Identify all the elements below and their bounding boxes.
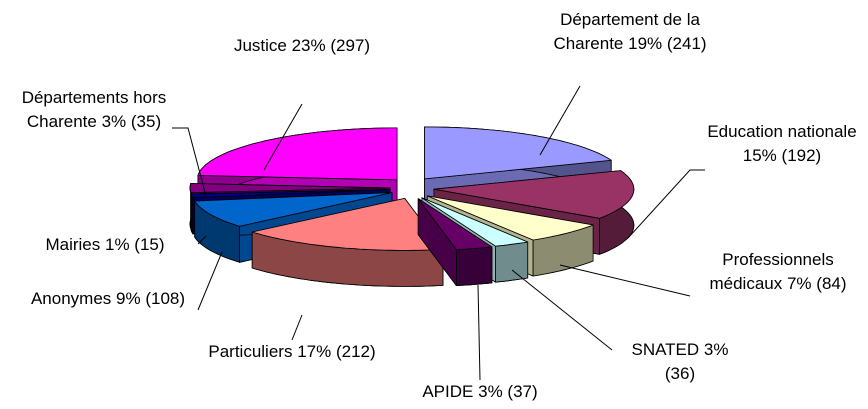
slice-top: [197, 127, 398, 181]
slice-side: [495, 241, 529, 283]
value-label: (37): [507, 382, 538, 401]
percent-label: 15%: [742, 146, 777, 165]
slice-side: [190, 193, 194, 235]
category-name: SNATED: [631, 340, 700, 359]
percent-label: 3%: [101, 112, 127, 131]
percent-label: 3%: [478, 382, 503, 401]
value-label: (15): [134, 235, 165, 254]
value-label: (108): [145, 289, 186, 308]
category-name: Education nationale: [707, 122, 857, 141]
slice-top: [421, 197, 529, 247]
slice-top: [417, 198, 493, 250]
slice-top: [190, 189, 391, 199]
slice-label: Anonymes 9% (108): [18, 287, 198, 311]
leader-line: [197, 251, 223, 311]
percent-label: 19%: [628, 34, 663, 53]
leader-line: [263, 103, 303, 171]
leader-line: [291, 314, 303, 341]
leader-line: [477, 284, 481, 381]
percent-label: 17%: [297, 342, 332, 361]
slice-side: [456, 246, 493, 286]
percent-label: 1%: [104, 235, 130, 254]
slice: [417, 198, 493, 286]
slice-label: Particuliers 17% (212): [192, 340, 392, 364]
percent-label: 7%: [786, 274, 812, 293]
percent-label: 9%: [116, 289, 141, 308]
slice-top: [251, 198, 444, 251]
percent-label: 3%: [703, 340, 729, 359]
leader-line: [627, 169, 705, 239]
slice-label: Professionnels médicaux 7% (84): [691, 248, 866, 296]
leader-line: [172, 127, 207, 197]
slice: [251, 198, 444, 287]
slice-top: [189, 183, 391, 193]
slice-top: [426, 195, 594, 241]
slice-label: Mairies 1% (15): [0, 233, 210, 257]
percent-label: 23%: [291, 36, 326, 55]
leader-line: [539, 85, 581, 156]
slice-top: [424, 126, 612, 180]
slice-label: APIDE 3% (37): [370, 380, 590, 404]
category-name: Département de la Charente: [553, 10, 700, 53]
leader-line: [197, 235, 207, 245]
slice-label: Education nationale 15% (192): [707, 120, 857, 168]
value-label: (192): [781, 146, 822, 165]
slice-label: Départements hors Charente 3% (35): [2, 86, 187, 134]
value-label: (212): [335, 342, 376, 361]
value-label: (35): [130, 112, 162, 131]
slice-label: SNATED 3% (36): [615, 338, 745, 386]
slice-label: Département de la Charente 19% (241): [543, 8, 718, 56]
slice-top: [194, 192, 393, 227]
category-name: APIDE: [422, 382, 474, 401]
slice-label: Justice 23% (297): [227, 34, 377, 58]
category-name: Départements hors Charente: [21, 88, 167, 131]
value-label: (36): [664, 364, 696, 383]
value-label: (297): [330, 36, 371, 55]
leader-line: [559, 264, 691, 297]
value-label: (84): [816, 274, 847, 293]
slice-top: [433, 170, 635, 219]
category-name: Anonymes: [30, 289, 112, 308]
category-name: Justice: [233, 36, 287, 55]
leader-line: [511, 269, 613, 351]
category-name: Particuliers: [208, 342, 293, 361]
category-name: Professionnels médicaux: [709, 250, 834, 293]
category-name: Mairies: [45, 235, 101, 254]
value-label: (241): [666, 34, 707, 53]
